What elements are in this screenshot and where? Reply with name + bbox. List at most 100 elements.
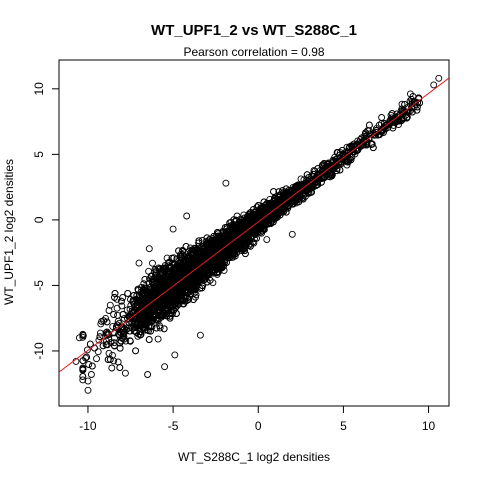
scatter-point xyxy=(191,284,199,292)
scatter-point xyxy=(362,129,370,137)
scatter-point xyxy=(254,217,262,225)
scatter-point xyxy=(145,293,153,301)
scatter-point xyxy=(376,131,383,138)
scatter-point xyxy=(152,315,160,323)
scatter-point xyxy=(183,271,191,279)
scatter-point xyxy=(144,295,152,303)
scatter-point xyxy=(156,286,164,294)
scatter-point xyxy=(169,273,177,280)
scatter-point xyxy=(182,293,190,300)
scatter-point xyxy=(408,108,416,116)
scatter-point xyxy=(232,236,240,244)
scatter-point xyxy=(287,193,295,201)
scatter-point xyxy=(104,356,112,364)
scatter-point xyxy=(223,228,230,236)
scatter-point xyxy=(111,342,118,350)
scatter-point xyxy=(283,203,291,211)
scatter-point xyxy=(221,224,229,232)
scatter-point xyxy=(169,284,176,292)
scatter-point xyxy=(333,149,341,156)
scatter-point xyxy=(170,289,178,297)
scatter-point xyxy=(244,221,252,228)
scatter-point xyxy=(209,267,217,275)
scatter-point xyxy=(314,165,322,173)
scatter-point xyxy=(361,136,369,144)
scatter-point xyxy=(140,324,148,332)
scatter-point xyxy=(216,254,224,262)
scatter-point xyxy=(388,110,396,118)
scatter-point xyxy=(298,194,306,202)
scatter-point xyxy=(273,204,281,212)
scatter-point xyxy=(275,188,283,196)
scatter-point xyxy=(145,336,153,344)
scatter-point xyxy=(258,211,265,219)
scatter-point xyxy=(285,187,293,194)
scatter-point xyxy=(408,103,416,111)
scatter-point xyxy=(173,273,181,281)
scatter-point xyxy=(175,278,183,286)
scatter-point xyxy=(117,297,125,305)
scatter-point xyxy=(241,234,249,242)
scatter-point xyxy=(232,224,240,232)
scatter-point xyxy=(94,348,102,356)
scatter-point xyxy=(156,265,163,273)
scatter-point xyxy=(138,312,146,320)
scatter-point xyxy=(208,262,216,270)
scatter-point xyxy=(270,188,277,196)
scatter-point xyxy=(210,232,218,240)
scatter-point xyxy=(79,357,87,365)
scatter-point xyxy=(288,200,296,208)
scatter-point xyxy=(299,195,307,203)
scatter-point xyxy=(399,110,407,117)
scatter-point xyxy=(105,331,113,339)
points-layer xyxy=(72,74,443,394)
scatter-point xyxy=(365,121,373,129)
scatter-point xyxy=(320,160,328,167)
scatter-point xyxy=(133,292,141,300)
scatter-point xyxy=(114,311,122,319)
scatter-point xyxy=(176,253,184,261)
scatter-point xyxy=(119,294,127,301)
scatter-point xyxy=(112,324,120,332)
scatter-point xyxy=(115,330,123,338)
scatter-point xyxy=(276,191,284,199)
scatter-point xyxy=(253,234,260,242)
scatter-point xyxy=(246,242,254,250)
scatter-point xyxy=(116,339,124,347)
scatter-point xyxy=(144,315,152,323)
scatter-point xyxy=(103,337,110,345)
scatter-point xyxy=(130,307,138,314)
scatter-point xyxy=(151,265,159,273)
scatter-point xyxy=(105,307,113,314)
scatter-point xyxy=(262,221,270,229)
scatter-point xyxy=(275,195,283,203)
scatter-point xyxy=(267,220,275,228)
scatter-point xyxy=(168,254,176,262)
scatter-point xyxy=(106,301,114,309)
scatter-point xyxy=(123,306,131,314)
scatter-point xyxy=(106,355,114,363)
scatter-point xyxy=(111,334,118,342)
scatter-point xyxy=(142,294,150,301)
scatter-point xyxy=(122,337,130,345)
scatter-point xyxy=(136,328,144,336)
scatter-point xyxy=(153,324,160,332)
scatter-point xyxy=(295,195,303,203)
scatter-point xyxy=(161,268,169,276)
scatter-point xyxy=(136,324,144,332)
scatter-point xyxy=(284,201,292,209)
scatter-point xyxy=(116,331,124,339)
scatter-point xyxy=(229,237,237,244)
scatter-point xyxy=(214,242,222,250)
scatter-point xyxy=(337,160,345,167)
scatter-point xyxy=(161,275,169,283)
scatter-point xyxy=(363,132,371,140)
scatter-point xyxy=(86,340,94,348)
scatter-point xyxy=(245,217,253,225)
scatter-point xyxy=(140,289,148,297)
scatter-point xyxy=(102,314,110,322)
y-axis-label: WT_UPF1_2 log2 densities xyxy=(2,159,16,305)
scatter-point xyxy=(368,140,375,148)
scatter-point xyxy=(344,158,352,166)
scatter-point xyxy=(171,267,179,274)
